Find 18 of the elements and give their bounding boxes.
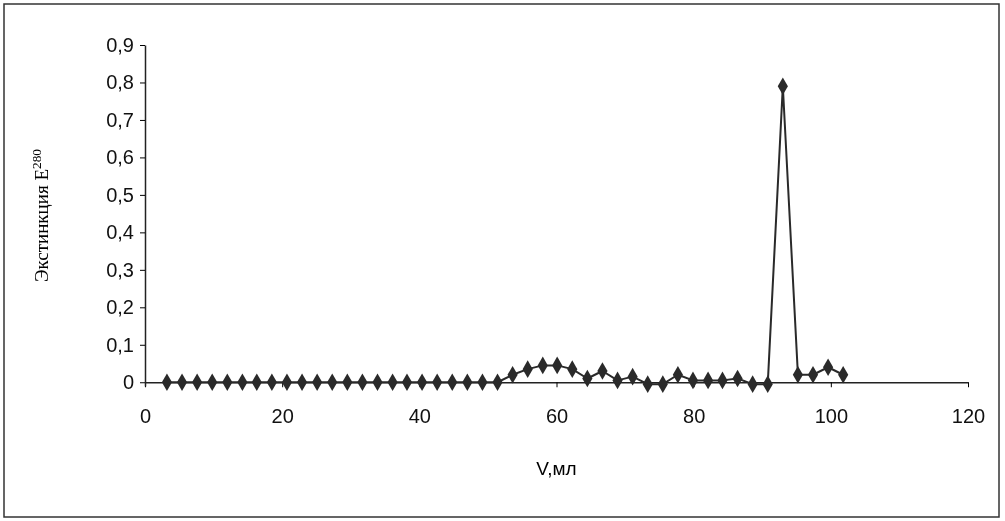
x-axis-title: V,мл [536, 458, 577, 479]
x-tick-label: 100 [814, 405, 849, 428]
x-tick-label: 40 [408, 405, 431, 428]
y-tick-label: 0,8 [106, 71, 134, 94]
y-tick-label: 0,3 [106, 258, 134, 281]
x-tick-label: 0 [139, 405, 152, 428]
y-tick-label: 0,9 [106, 33, 134, 56]
x-tick-label: 60 [545, 405, 569, 428]
x-tick-label: 120 [951, 405, 986, 428]
y-tick-label: 0,2 [106, 296, 134, 319]
x-tick-label: 80 [683, 405, 706, 428]
y-tick-label: 0,5 [106, 183, 134, 206]
y-tick-label: 0,7 [106, 108, 134, 131]
x-tick-label: 20 [271, 405, 294, 428]
y-tick-label: 0,6 [106, 146, 134, 169]
y-tick-label: 0 [122, 371, 134, 394]
y-tick-label: 0,1 [106, 333, 134, 356]
y-tick-label: 0,4 [106, 221, 134, 244]
